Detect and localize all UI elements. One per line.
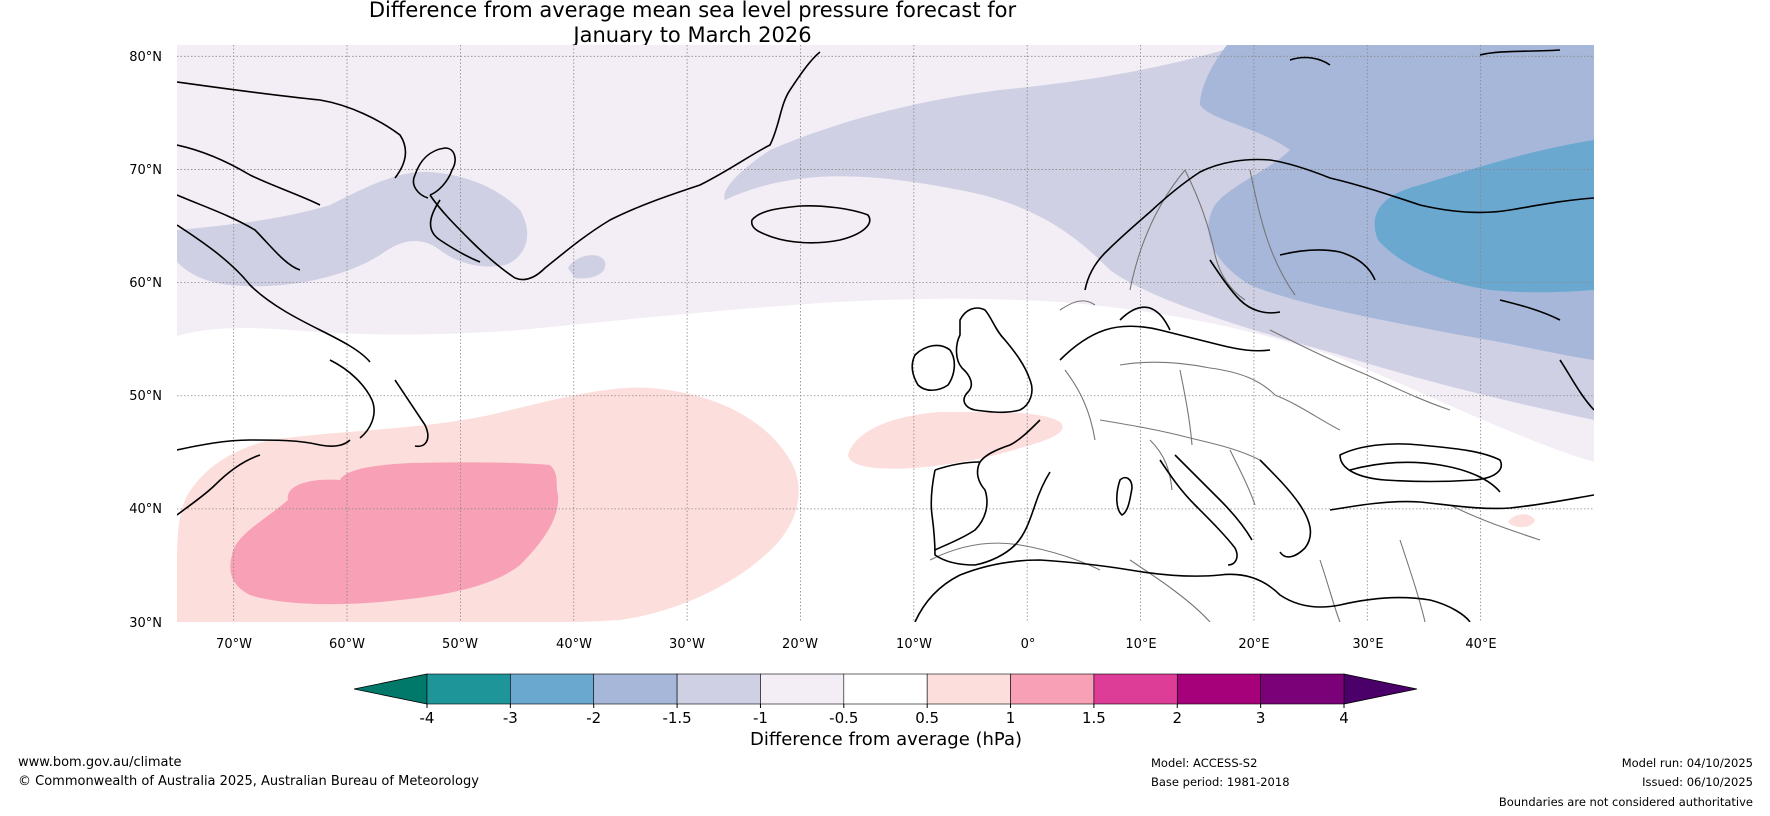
colorbar-tick-label: -3 [503, 709, 518, 727]
colorbar-tick-label: 4 [1339, 709, 1349, 727]
scandinavia-coast [1084, 158, 1331, 291]
lon-label-40e: 40°E [1465, 637, 1496, 652]
lon-label-20w: 20°W [782, 637, 818, 652]
lat-label-70n: 70°N [129, 163, 162, 178]
great-britain-coast [955, 307, 1033, 414]
colorbar-segment [426, 673, 511, 705]
lat-label-60n: 60°N [129, 276, 162, 291]
lon-label-40w: 40°W [556, 637, 592, 652]
colorbar-segment [760, 673, 845, 705]
colorbar-extend-high [1343, 673, 1418, 705]
lon-label-30w: 30°W [669, 637, 705, 652]
lon-label-60w: 60°W [329, 637, 365, 652]
colorbar-tick-label: 1 [1006, 709, 1016, 727]
map-panel [177, 45, 1594, 622]
lon-label-20e: 20°E [1238, 637, 1269, 652]
lat-label-80n: 80°N [129, 50, 162, 65]
colorbar-tick-label: -1 [753, 709, 768, 727]
pressure-anomaly-region-plus-0.5-small [1508, 514, 1535, 528]
footer-model-run: Model run: 04/10/2025 [1621, 756, 1753, 770]
footer-model: Model: ACCESS-S2 [1151, 756, 1258, 770]
lon-label-0: 0° [1021, 637, 1036, 652]
lon-label-70w: 70°W [216, 637, 252, 652]
colorbar-segment [1260, 673, 1345, 705]
colorbar-tick-label: 1.5 [1082, 709, 1106, 727]
pressure-anomaly-region-plus-1 [230, 462, 559, 605]
map-title: Difference from average mean sea level p… [0, 0, 1385, 48]
colorbar-segment [926, 673, 1011, 705]
colorbar-tick-label: -2 [586, 709, 601, 727]
colorbar-label: Difference from average (hPa) [750, 729, 1022, 750]
title-line-1: Difference from average mean sea level p… [368, 0, 1017, 22]
lon-label-10w: 10°W [896, 637, 932, 652]
lon-label-50w: 50°W [442, 637, 478, 652]
longitude-labels: 70°W 60°W 50°W 40°W 30°W 20°W 10°W 0° 10… [216, 637, 1497, 652]
footer-disclaimer: Boundaries are not considered authoritat… [1498, 795, 1753, 809]
colorbar-tick-label: -4 [420, 709, 435, 727]
latitude-labels: 80°N 70°N 60°N 50°N 40°N 30°N [129, 50, 162, 631]
title-line-2: January to March 2026 [573, 23, 812, 47]
colorbar-segment [593, 673, 678, 705]
greenland-coast [414, 51, 821, 281]
black-sea-coast [1339, 443, 1502, 483]
footer-issued: Issued: 06/10/2025 [1642, 775, 1753, 789]
colorbar-tick-label: 3 [1256, 709, 1266, 727]
colorbar-tick-label: 2 [1172, 709, 1182, 727]
lon-label-10e: 10°E [1125, 637, 1156, 652]
colorbar-segment [1010, 673, 1095, 705]
colorbar: -4 -3 -2 -1.5 -1 -0.5 0.5 1 1.5 2 3 4 Difference fr… [353, 673, 1418, 750]
colorbar-segment [1093, 673, 1178, 705]
coastlines [177, 49, 1594, 622]
footer-website: www.bom.gov.au/climate [18, 755, 182, 770]
lon-label-30e: 30°E [1352, 637, 1383, 652]
iberia-coast [930, 461, 1051, 566]
gridlines [177, 45, 1594, 622]
north-africa-coast [914, 559, 1471, 622]
pressure-anomaly-region-minus-1-small [568, 255, 606, 279]
lat-label-30n: 30°N [129, 616, 162, 631]
footer-base-period: Base period: 1981-2018 [1151, 775, 1290, 789]
colorbar-tick-label: -1.5 [662, 709, 691, 727]
lat-label-50n: 50°N [129, 389, 162, 404]
colorbar-segment [843, 673, 928, 705]
pressure-anomaly-region-plus-0.5-biscay [848, 411, 1063, 469]
colorbar-extend-low [353, 673, 428, 705]
ireland-coast [911, 344, 956, 392]
colorbar-segment [510, 673, 595, 705]
colorbar-tick-label: 0.5 [915, 709, 939, 727]
country-borders [929, 169, 1541, 622]
pressure-anomaly-region-minus-2 [1374, 140, 1594, 293]
iceland-coast [750, 205, 871, 244]
colorbar-segment [1176, 673, 1261, 705]
colorbar-segment [676, 673, 761, 705]
colorbar-tick-label: -0.5 [829, 709, 858, 727]
lat-label-40n: 40°N [129, 502, 162, 517]
italy-coast [1159, 454, 1253, 566]
footer-copyright: © Commonwealth of Australia 2025, Austra… [18, 774, 479, 789]
